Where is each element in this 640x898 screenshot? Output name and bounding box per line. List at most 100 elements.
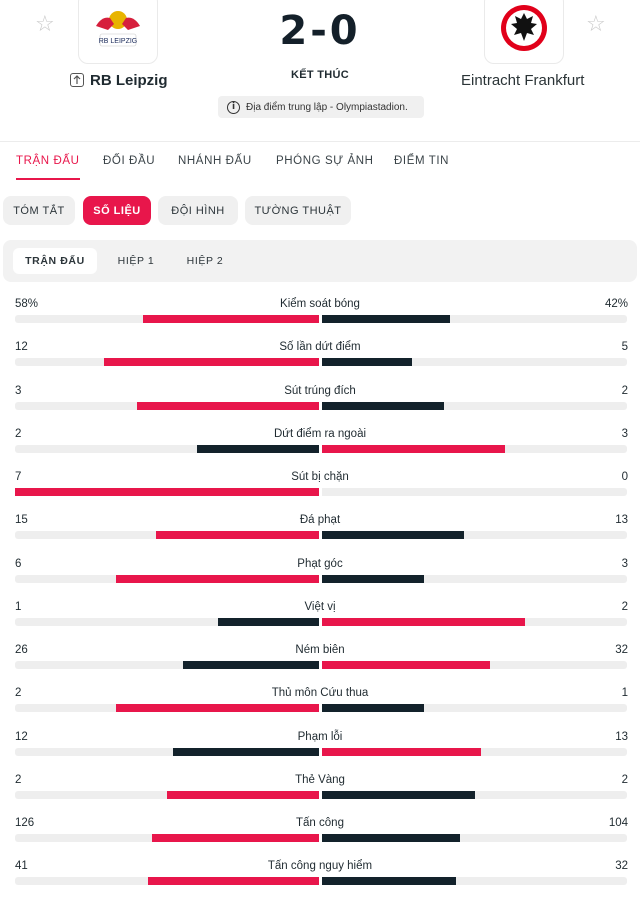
stat-home-bar: [152, 834, 319, 842]
stat-row: 7 Sút bị chặn 0: [0, 471, 640, 511]
stat-away-track: [322, 834, 627, 842]
stat-home-value: 2: [15, 427, 22, 440]
stat-row: 126 Tấn công 104: [0, 817, 640, 857]
subtab-summary[interactable]: TÓM TẮT: [3, 196, 75, 225]
favorite-away-star-icon[interactable]: ☆: [586, 12, 606, 37]
main-tabs: TRẬN ĐẤU ĐỐI ĐẦU NHÁNH ĐẤU PHÓNG SỰ ẢNH …: [0, 142, 640, 182]
stat-away-track: [322, 315, 627, 323]
subtab-stats[interactable]: SỐ LIỆU: [83, 196, 151, 225]
stat-home-track: [15, 531, 319, 540]
tab-bracket[interactable]: NHÁNH ĐẤU: [178, 155, 252, 167]
stat-away-bar: [322, 531, 464, 540]
stat-away-bar: [322, 834, 460, 842]
stat-label: Sút bị chặn: [291, 471, 349, 483]
away-team-logo[interactable]: [484, 0, 564, 64]
stat-home-track: [15, 358, 319, 367]
svg-text:RB LEIPZIG: RB LEIPZIG: [99, 38, 138, 45]
stat-label: Tấn công: [296, 817, 344, 829]
eintracht-frankfurt-eagle-icon: [501, 5, 547, 51]
match-status: KẾT THÚC: [290, 69, 349, 81]
stat-home-bar: [116, 704, 319, 713]
tab-head-to-head[interactable]: ĐỐI ĐẦU: [103, 155, 156, 167]
stat-row: 2 Dứt điểm ra ngoài 3: [0, 428, 640, 468]
away-team-name[interactable]: Eintracht Frankfurt: [461, 72, 585, 89]
stat-away-bar: [322, 877, 456, 886]
stat-home-value: 126: [15, 817, 35, 829]
stat-away-track: [322, 488, 627, 496]
stat-home-bar: [167, 790, 319, 799]
period-second-half[interactable]: HIỆP 2: [186, 255, 224, 267]
stat-home-value: 3: [15, 384, 22, 397]
home-team-logo[interactable]: RB LEIPZIG: [78, 0, 158, 64]
stat-home-bar: [15, 488, 319, 496]
stat-away-bar: [322, 315, 451, 323]
venue-text: Địa điểm trung lập - Olympiastadion.: [246, 101, 408, 113]
stat-away-value: 13: [615, 730, 628, 743]
stat-home-track: [15, 444, 319, 453]
stat-home-value: 15: [15, 514, 28, 527]
stat-home-track: [15, 661, 319, 669]
stat-away-value: 5: [621, 341, 628, 354]
subtab-lineups[interactable]: ĐỘI HÌNH: [158, 196, 238, 225]
stat-home-track: [15, 877, 319, 886]
stat-row: 41 Tấn công nguy hiểm 32: [0, 860, 640, 898]
stat-row: 12 Phạm lỗi 13: [0, 731, 640, 771]
stat-home-track: [15, 834, 319, 842]
stat-row: 6 Phạt góc 3: [0, 558, 640, 598]
stat-away-bar: [322, 401, 444, 410]
stat-away-value: 3: [621, 557, 628, 570]
stat-home-value: 2: [15, 687, 22, 700]
stat-away-value: 0: [621, 471, 628, 483]
stat-label: Kiểm soát bóng: [280, 298, 360, 310]
subtab-commentary[interactable]: TƯỜNG THUẬT: [245, 196, 351, 225]
period-first-half[interactable]: HIỆP 1: [117, 255, 155, 267]
stat-away-track: [322, 531, 627, 540]
match-header: ☆ RB LEIPZIG ☆ RB Leipzig Eintracht Fran…: [0, 0, 640, 142]
stat-home-bar: [148, 877, 319, 886]
stat-away-bar: [322, 661, 491, 669]
stat-label: Đá phạt: [299, 514, 341, 527]
stat-away-value: 2: [621, 773, 628, 786]
stat-label: Thẻ Vàng: [295, 773, 345, 786]
tab-photo-report[interactable]: PHÓNG SỰ ẢNH: [276, 155, 374, 167]
arrow-up-icon: [70, 73, 84, 87]
stat-row: 15 Đá phạt 13: [0, 514, 640, 554]
home-team-name[interactable]: RB Leipzig: [70, 72, 168, 89]
stat-home-bar: [136, 401, 319, 410]
stat-away-track: [322, 661, 627, 669]
period-full-match[interactable]: TRẬN ĐẤU: [13, 248, 97, 274]
stat-home-value: 12: [15, 341, 28, 354]
favorite-home-star-icon[interactable]: ☆: [35, 12, 55, 37]
stat-home-track: [15, 617, 319, 626]
stat-row: 12 Số lần dứt điểm 5: [0, 341, 640, 381]
stat-home-track: [15, 488, 319, 496]
stat-label: Dứt điểm ra ngoài: [273, 427, 367, 440]
stat-home-value: 12: [15, 730, 28, 743]
stat-label: Số lần dứt điểm: [279, 341, 361, 354]
stat-home-bar: [116, 574, 319, 583]
stat-label: Phạt góc: [297, 557, 343, 570]
stat-home-value: 2: [15, 773, 22, 786]
stat-away-bar: [322, 747, 481, 756]
stat-home-bar: [182, 661, 319, 669]
stat-home-bar: [104, 358, 319, 367]
stat-row: 58% Kiểm soát bóng 42%: [0, 298, 640, 338]
tab-match[interactable]: TRẬN ĐẤU: [16, 155, 80, 180]
stat-home-value: 58%: [15, 298, 39, 310]
stat-away-track: [322, 617, 627, 626]
stat-away-bar: [322, 617, 526, 626]
stat-home-bar: [217, 617, 319, 626]
stat-away-bar: [322, 790, 475, 799]
stat-row: 2 Thẻ Vàng 2: [0, 774, 640, 814]
stat-away-bar: [322, 574, 424, 583]
tab-news[interactable]: ĐIỂM TIN: [394, 155, 450, 167]
stat-row: 26 Ném biên 32: [0, 644, 640, 684]
venue-badge: i Địa điểm trung lập - Olympiastadion.: [218, 96, 424, 118]
stat-away-track: [322, 704, 627, 713]
stat-home-bar: [142, 315, 319, 323]
stat-away-track: [322, 401, 627, 410]
stat-home-track: [15, 574, 319, 583]
stat-home-track: [15, 401, 319, 410]
home-team-label: RB Leipzig: [90, 72, 168, 89]
stat-home-bar: [197, 444, 319, 453]
